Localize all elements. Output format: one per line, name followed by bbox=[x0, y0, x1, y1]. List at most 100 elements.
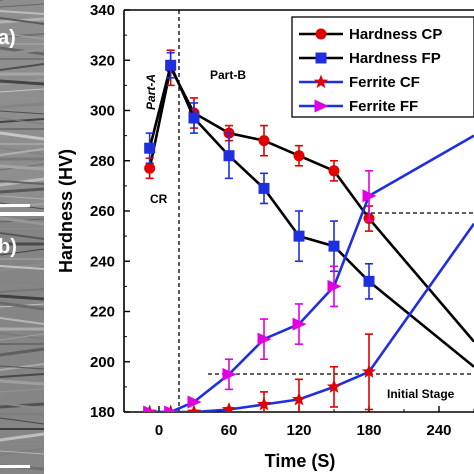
series-ferrite-ff bbox=[143, 134, 474, 412]
legend-entry-hardness-fp: Hardness FP bbox=[299, 50, 441, 67]
micrograph-streak bbox=[0, 317, 45, 325]
legend-marker bbox=[315, 28, 327, 40]
micrograph-streak bbox=[0, 301, 45, 311]
panel-letter-a: a) bbox=[0, 27, 16, 49]
data-point-ferrite-cf bbox=[291, 391, 307, 406]
micrograph-streak bbox=[0, 10, 45, 15]
legend-entry-hardness-cp: Hardness CP bbox=[299, 26, 442, 43]
y-tick-label: 260 bbox=[90, 203, 115, 220]
micrograph-streak bbox=[0, 365, 45, 370]
annotation-part-a: Part-A bbox=[144, 74, 158, 110]
micrograph-streak bbox=[0, 402, 45, 410]
y-tick-label: 300 bbox=[90, 103, 115, 120]
legend-label: Hardness FP bbox=[349, 50, 441, 67]
legend-items: Hardness CP Hardness FP Ferrite CF Ferrite … bbox=[299, 26, 442, 115]
data-point-hardness-fp bbox=[144, 142, 156, 154]
data-point-ferrite-ff bbox=[222, 367, 237, 381]
data-point-ferrite-ff bbox=[143, 405, 158, 412]
data-point-hardness-fp bbox=[363, 275, 375, 287]
x-tick-label: 120 bbox=[286, 422, 311, 439]
data-point-hardness-fp bbox=[328, 240, 340, 252]
legend: Hardness CP Hardness FP Ferrite CF Ferrite … bbox=[291, 16, 474, 118]
legend-label: Ferrite FF bbox=[349, 98, 418, 115]
data-point-hardness-fp bbox=[223, 150, 235, 162]
data-point-ferrite-cf bbox=[256, 397, 272, 411]
data-point-hardness-fp bbox=[258, 182, 270, 194]
micrograph-streak bbox=[0, 3, 45, 8]
micrograph-streak bbox=[0, 288, 45, 293]
micrograph-streak bbox=[0, 232, 45, 240]
series-line-ferrite-ff bbox=[149, 134, 474, 412]
micrograph-streak bbox=[0, 347, 45, 357]
data-point-ferrite-ff bbox=[257, 332, 272, 346]
micrograph-streak bbox=[0, 148, 45, 156]
micrograph-separator bbox=[0, 212, 44, 216]
micrograph-strip: a) b) bbox=[0, 0, 45, 474]
data-point-ferrite-ff bbox=[292, 317, 307, 331]
legend-entry-ferrite-cf: Ferrite CF bbox=[299, 74, 420, 91]
y-tick-label: 180 bbox=[90, 404, 115, 421]
data-point-ferrite-ff bbox=[187, 395, 202, 409]
panel-letter-b: b) bbox=[0, 236, 17, 258]
x-tick-label: 0 bbox=[155, 422, 163, 439]
legend-label: Ferrite CF bbox=[349, 74, 420, 91]
data-point-ferrite-ff bbox=[362, 189, 377, 203]
micrograph-streak bbox=[0, 102, 45, 109]
micrograph-streak bbox=[0, 180, 45, 185]
micrograph-streak bbox=[0, 332, 45, 340]
micrograph-streak bbox=[0, 17, 45, 25]
y-tick-label: 200 bbox=[90, 354, 115, 371]
micrograph-streak bbox=[0, 379, 45, 386]
micrograph-streak bbox=[0, 131, 45, 141]
y-tick-label: 320 bbox=[90, 52, 115, 69]
micrograph-streak bbox=[0, 450, 45, 455]
data-point-ferrite-cf bbox=[221, 402, 237, 412]
micrograph-streak bbox=[0, 265, 45, 270]
y-tick-label: 240 bbox=[90, 253, 115, 270]
legend-marker bbox=[314, 99, 329, 113]
data-point-ferrite-cf bbox=[326, 379, 342, 393]
micrograph-streak bbox=[0, 388, 45, 393]
micrograph-streak bbox=[0, 110, 45, 115]
data-point-ferrite-cf bbox=[361, 364, 377, 378]
data-point-hardness-cp bbox=[328, 165, 340, 177]
micrograph-streak bbox=[0, 95, 45, 100]
micrograph-streak bbox=[0, 417, 45, 425]
x-axis-title: Time (S) bbox=[265, 451, 336, 471]
data-point-ferrite-ff bbox=[327, 279, 342, 293]
annotation-cr: CR bbox=[150, 192, 168, 206]
data-point-ferrite-ff bbox=[164, 405, 179, 412]
y-tick-label: 280 bbox=[90, 153, 115, 170]
y-axis-title: Hardness (HV) bbox=[56, 149, 76, 273]
micrograph-streak bbox=[0, 164, 45, 171]
micrograph-streak bbox=[0, 32, 45, 40]
series-line-ferrite-cf bbox=[149, 222, 474, 412]
micrograph-streak bbox=[0, 79, 45, 86]
x-tick-label: 240 bbox=[426, 422, 451, 439]
micrograph-streak bbox=[0, 47, 45, 57]
micrograph-streak bbox=[0, 373, 45, 378]
data-point-hardness-cp bbox=[293, 150, 305, 162]
data-point-ferrite-cf bbox=[186, 404, 202, 412]
axis-tick-labels: 180 200 220 240 260 280 300 320 340 0 60 120 180 240 bbox=[90, 2, 452, 439]
x-tick-label: 60 bbox=[221, 422, 238, 439]
data-point-hardness-cp bbox=[258, 135, 270, 147]
x-tick-label: 180 bbox=[356, 422, 381, 439]
micrograph-streak bbox=[0, 432, 45, 442]
legend-marker bbox=[315, 52, 327, 64]
series-hardness-fp bbox=[144, 51, 474, 368]
scale-bar-a bbox=[0, 204, 30, 207]
micrograph-streak bbox=[0, 63, 45, 71]
scale-bar-b bbox=[0, 465, 30, 468]
micrograph-streak bbox=[0, 333, 45, 341]
data-point-hardness-fp bbox=[293, 230, 305, 242]
micrograph-streak bbox=[0, 88, 45, 93]
annotation-initial-stage: Initial Stage bbox=[387, 387, 455, 401]
series-layer bbox=[142, 49, 474, 412]
data-point-hardness-fp bbox=[188, 112, 200, 124]
data-point-hardness-cp bbox=[144, 162, 156, 174]
legend-entry-ferrite-ff: Ferrite FF bbox=[299, 98, 418, 115]
micrograph-streak bbox=[0, 294, 45, 301]
legend-label: Hardness CP bbox=[349, 26, 442, 43]
